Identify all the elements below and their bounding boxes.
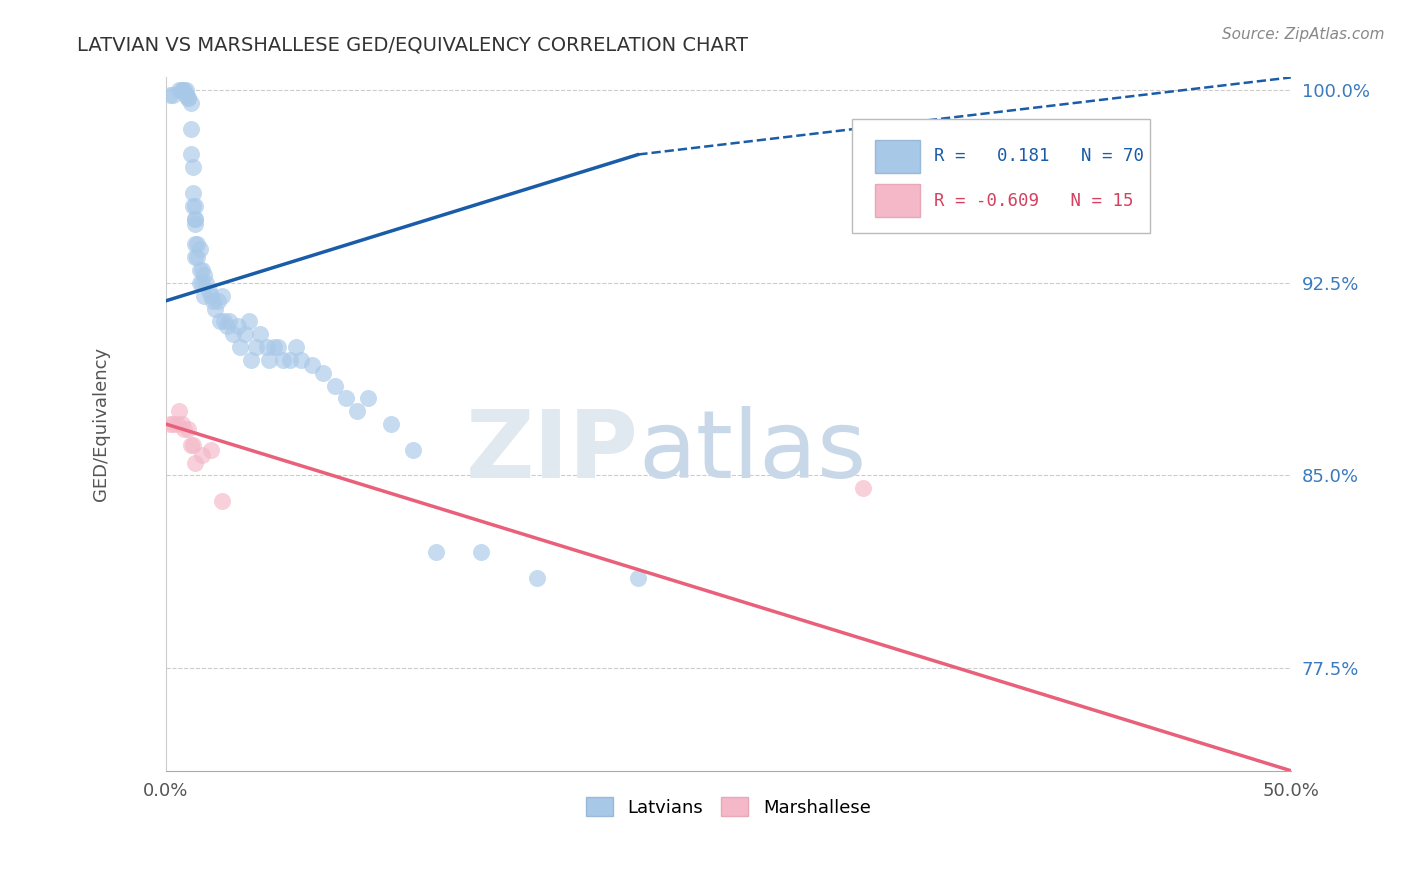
- Point: [181, 199, 204, 213]
- Point: [170, 83, 193, 97]
- Bar: [875, 185, 920, 218]
- Point: [207, 293, 229, 308]
- Text: atlas: atlas: [638, 406, 866, 498]
- Point: [159, 88, 181, 103]
- Point: [180, 96, 202, 111]
- FancyBboxPatch shape: [852, 119, 1150, 234]
- Point: [200, 288, 222, 302]
- Point: [335, 392, 357, 406]
- Point: [181, 437, 204, 451]
- Point: [181, 161, 204, 175]
- Point: [180, 121, 202, 136]
- Point: [218, 314, 240, 328]
- Point: [162, 417, 184, 431]
- Point: [177, 91, 200, 105]
- Point: [357, 392, 380, 406]
- Point: [346, 404, 368, 418]
- Point: [184, 211, 207, 226]
- Point: [184, 217, 207, 231]
- Point: [188, 243, 211, 257]
- Point: [240, 352, 263, 367]
- Point: [271, 352, 294, 367]
- Text: ZIP: ZIP: [465, 406, 638, 498]
- Point: [263, 340, 285, 354]
- Point: [177, 422, 200, 436]
- Point: [180, 437, 202, 451]
- Point: [186, 250, 208, 264]
- Point: [229, 340, 252, 354]
- Point: [184, 237, 207, 252]
- Point: [245, 340, 267, 354]
- Bar: [875, 140, 920, 173]
- Point: [200, 442, 222, 457]
- Point: [191, 276, 214, 290]
- Point: [285, 340, 308, 354]
- Point: [249, 327, 271, 342]
- Point: [191, 448, 214, 462]
- Point: [852, 481, 875, 495]
- Point: [174, 83, 197, 97]
- Point: [162, 88, 184, 103]
- Point: [169, 404, 191, 418]
- Text: R = -0.609   N = 15: R = -0.609 N = 15: [934, 192, 1133, 210]
- Point: [278, 352, 301, 367]
- Point: [526, 571, 548, 585]
- Point: [169, 83, 191, 97]
- Point: [174, 88, 197, 103]
- Point: [215, 319, 238, 334]
- Y-axis label: GED/Equivalency: GED/Equivalency: [93, 347, 110, 501]
- Point: [211, 288, 233, 302]
- Point: [173, 83, 195, 97]
- Point: [188, 263, 211, 277]
- Point: [380, 417, 402, 431]
- Point: [191, 263, 214, 277]
- Point: [425, 545, 447, 559]
- Point: [238, 314, 260, 328]
- Point: [202, 293, 225, 308]
- Point: [402, 442, 425, 457]
- Point: [470, 545, 492, 559]
- Point: [181, 186, 204, 200]
- Text: R =   0.181   N = 70: R = 0.181 N = 70: [934, 147, 1144, 166]
- Point: [312, 366, 335, 380]
- Point: [193, 268, 215, 282]
- Point: [627, 571, 650, 585]
- Point: [184, 211, 207, 226]
- Point: [226, 319, 249, 334]
- Point: [214, 314, 236, 328]
- Point: [193, 288, 215, 302]
- Point: [290, 352, 312, 367]
- Point: [301, 358, 323, 372]
- Point: [323, 378, 346, 392]
- Point: [233, 327, 256, 342]
- Point: [173, 422, 195, 436]
- Legend: Latvians, Marshallese: Latvians, Marshallese: [579, 790, 877, 824]
- Point: [211, 494, 233, 508]
- Point: [166, 417, 188, 431]
- Text: Source: ZipAtlas.com: Source: ZipAtlas.com: [1222, 27, 1385, 42]
- Point: [195, 276, 218, 290]
- Point: [184, 199, 207, 213]
- Point: [197, 284, 219, 298]
- Point: [267, 340, 290, 354]
- Point: [188, 276, 211, 290]
- Point: [184, 250, 207, 264]
- Text: LATVIAN VS MARSHALLESE GED/EQUIVALENCY CORRELATION CHART: LATVIAN VS MARSHALLESE GED/EQUIVALENCY C…: [77, 36, 748, 54]
- Point: [186, 237, 208, 252]
- Point: [256, 340, 278, 354]
- Point: [177, 91, 200, 105]
- Point: [170, 417, 193, 431]
- Point: [259, 352, 281, 367]
- Point: [204, 301, 226, 316]
- Point: [208, 314, 231, 328]
- Point: [180, 147, 202, 161]
- Point: [159, 417, 181, 431]
- Point: [170, 83, 193, 97]
- Point: [184, 456, 207, 470]
- Point: [222, 327, 245, 342]
